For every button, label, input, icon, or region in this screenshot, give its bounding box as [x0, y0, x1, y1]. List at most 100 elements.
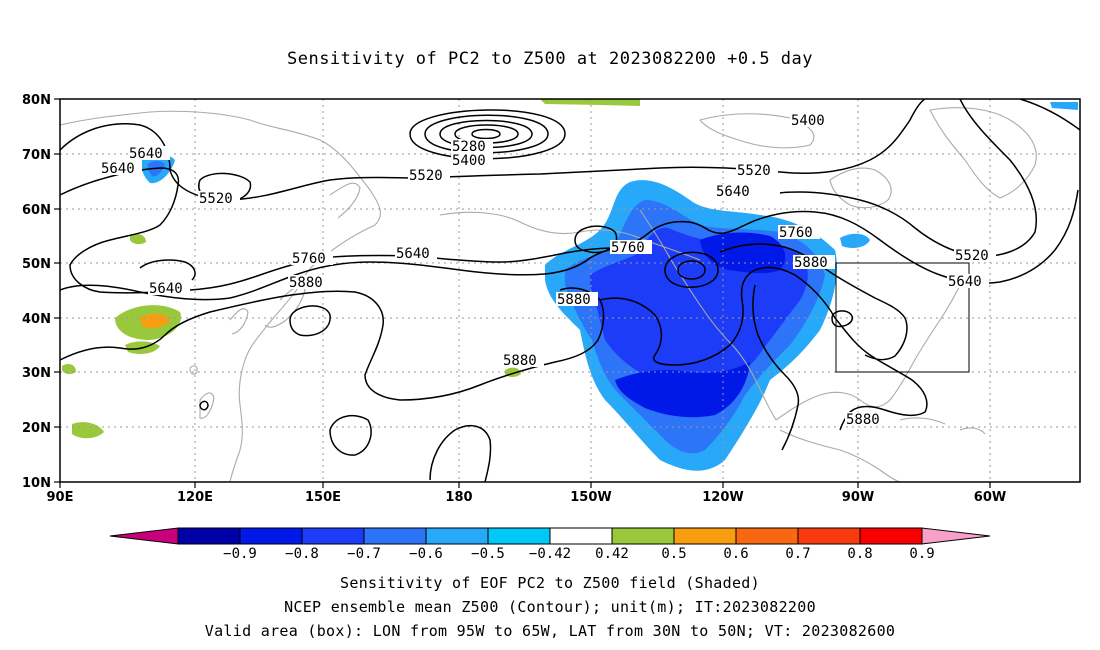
contour-label: 5520: [199, 191, 233, 207]
coastline-greenland: [929, 107, 1037, 199]
colorbar-segment: [425, 527, 489, 545]
contour-low-ring-1: [471, 128, 501, 140]
colorbar-label: 0.8: [847, 546, 872, 562]
chart-title: Sensitivity of PC2 to Z500 at 2023082200…: [286, 49, 813, 69]
axis-ticks: [54, 98, 991, 488]
colorbar-label: −0.8: [285, 546, 319, 562]
colorbar-label: −0.5: [471, 546, 505, 562]
lat-label: 20N: [22, 421, 51, 436]
coastline-gulf: [775, 274, 966, 421]
contour-label: 5760: [292, 251, 326, 267]
colorbar-segment: [363, 527, 427, 545]
lon-label: 90E: [47, 490, 74, 505]
colorbar-segment: [673, 527, 737, 545]
caption-line-1: Sensitivity of EOF PC2 to Z500 field (Sh…: [340, 574, 760, 592]
colorbar-extend-high: [921, 527, 991, 545]
contour-5880-d: [752, 284, 800, 451]
colorbar: [109, 527, 991, 545]
z500-contour-layer: [60, 99, 1080, 482]
lon-label: 120E: [177, 490, 213, 505]
contour-5880-ring-ne: [831, 310, 853, 328]
map-frame: [59, 98, 1081, 483]
positive-patch-arctic: [540, 99, 640, 106]
colorbar-label: 0.5: [661, 546, 686, 562]
colorbar-label: 0.7: [785, 546, 810, 562]
contour-label: 5640: [948, 274, 982, 290]
colorbar-label: 0.6: [723, 546, 748, 562]
colorbar-extend-low: [109, 527, 179, 545]
lat-label: 30N: [22, 366, 51, 381]
contour-label: 5880: [794, 255, 828, 271]
lon-label: 150E: [305, 490, 341, 505]
longitude-labels: 90E 120E 150E 180 150W 120W 90W 60W: [47, 490, 1007, 505]
valid-area-box: [835, 262, 970, 373]
contour-5880-ring-pacific: [329, 414, 372, 456]
contour-label: 5280: [452, 139, 486, 155]
colorbar-label: −0.9: [223, 546, 257, 562]
coastline-korea: [229, 308, 249, 335]
colorbar-segment: [735, 527, 799, 545]
coastline-taiwan: [189, 365, 198, 375]
contour-5760-a: [60, 247, 623, 301]
contour-label: 5640: [716, 184, 750, 200]
contour-low-west-1: [677, 260, 706, 280]
coastline-kamchatka: [329, 182, 361, 219]
coastline-central-america: [779, 429, 901, 482]
contour-5880-ring-small: [199, 400, 209, 411]
colorbar-label: 0.42: [595, 546, 629, 562]
contour-label: 5880: [557, 292, 591, 308]
colorbar-segment: [177, 527, 241, 545]
contour-low-ring-5: [409, 109, 566, 160]
colorbar-label: −0.42: [529, 546, 571, 562]
coastline-asia: [60, 110, 381, 482]
contour-label: 5880: [846, 412, 880, 428]
colorbar-label: −0.7: [347, 546, 381, 562]
contour-5640-b: [649, 189, 1079, 284]
colorbar-label: 0.9: [909, 546, 934, 562]
coastline-caribbean: [899, 417, 986, 435]
contour-5520-eastern: [1019, 99, 1080, 131]
coastline-philippines: [199, 392, 215, 419]
lat-label: 40N: [22, 312, 51, 327]
colorbar-segment: [239, 527, 303, 545]
coastline-arctic-islands: [699, 113, 815, 149]
contour-5880-a: [60, 290, 605, 401]
contour-label: 5760: [611, 240, 645, 256]
contour-low-west-2: [664, 251, 719, 288]
coastline-alaska: [439, 211, 701, 261]
contour-label: 5400: [791, 113, 825, 129]
contour-label: 5760: [779, 225, 813, 241]
lat-label: 60N: [22, 203, 51, 218]
lon-label: 90W: [842, 490, 874, 505]
contour-label: 5640: [396, 246, 430, 262]
negative-sensitivity-core-dark: [615, 362, 750, 418]
caption-line-2: NCEP ensemble mean Z500 (Contour); unit(…: [284, 598, 816, 616]
contour-labels: 5280 5400 5400 5520 5520 5520 5520 5640 …: [100, 113, 996, 428]
caption-line-3: Valid area (box): LON from 95W to 65W, L…: [204, 622, 896, 640]
colorbar-segment: [797, 527, 861, 545]
contour-5640-c: [139, 259, 196, 281]
contour-label: 5520: [955, 248, 989, 264]
coastline-hudson: [829, 167, 892, 209]
colorbar-segment: [487, 527, 551, 545]
colorbar-segment: [549, 527, 613, 545]
shaded-sensitivity-layer: [62, 99, 1078, 471]
colorbar-segment: [301, 527, 365, 545]
coastline-layer: [60, 107, 1037, 482]
colorbar-labels: −0.9 −0.8 −0.7 −0.6 −0.5 −0.42 0.42 0.5 0.6 0.7 0.…: [223, 546, 935, 562]
contour-5880-ring-west: [289, 305, 331, 337]
contour-label: 5640: [149, 281, 183, 297]
contour-label: 5880: [503, 353, 537, 369]
latitude-labels: 80N 70N 60N 50N 40N 30N 20N 10N: [22, 93, 51, 491]
lat-label: 50N: [22, 257, 51, 272]
coastline-na-west: [639, 209, 777, 421]
contour-label: 5880: [289, 275, 323, 291]
lat-label: 70N: [22, 148, 51, 163]
lon-label: 120W: [702, 490, 743, 505]
colorbar-segment: [859, 527, 923, 545]
contour-label: 5400: [452, 153, 486, 169]
lat-label: 10N: [22, 476, 51, 491]
colorbar-label: −0.6: [409, 546, 443, 562]
contour-label: 5520: [409, 168, 443, 184]
